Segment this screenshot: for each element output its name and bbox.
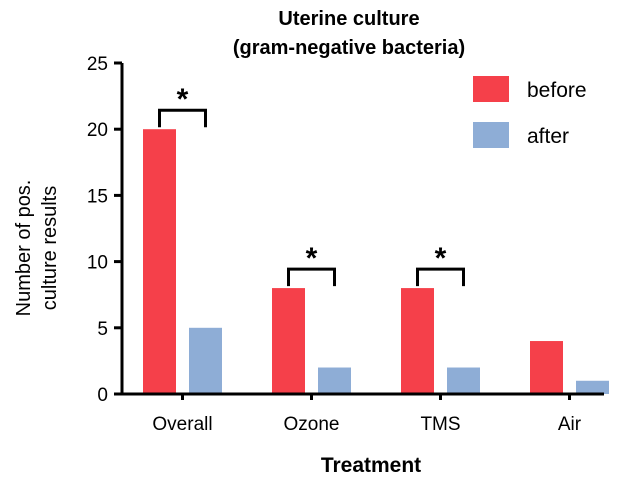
significance-bracket-ozone — [287, 267, 336, 287]
significance-bracket-tms — [416, 267, 465, 287]
significance-marker-ozone: * — [306, 242, 318, 275]
bar-before-air — [530, 341, 563, 394]
significance-marker-overall: * — [177, 83, 189, 116]
y-axis-title-line-2: culture results — [39, 186, 61, 311]
y-axis-title-line-1: Number of pos. — [13, 180, 35, 317]
x-tick-label-overall: Overall — [152, 414, 212, 435]
bar-after-overall — [189, 327, 222, 394]
bar-before-ozone — [272, 288, 305, 394]
x-tick-label-ozone: Ozone — [284, 414, 340, 435]
y-tick-label: 10 — [87, 253, 108, 274]
legend-swatch-before — [473, 76, 509, 102]
y-tick-label: 5 — [97, 319, 108, 340]
chart-title-line-1: Uterine culture — [278, 8, 419, 30]
y-tick-label: 20 — [87, 120, 108, 141]
legend: before after — [473, 76, 587, 148]
bar-after-air — [576, 380, 609, 394]
significance-bracket-overall — [158, 108, 207, 128]
chart-title-line-2: (gram-negative bacteria) — [233, 37, 465, 59]
legend-label-before: before — [527, 79, 587, 102]
legend-label-after: after — [527, 125, 569, 148]
y-tick-label: 25 — [87, 54, 108, 75]
bar-before-tms — [401, 288, 434, 394]
x-tick-label-air: Air — [558, 414, 582, 435]
y-tick-label: 0 — [97, 385, 108, 406]
y-axis-title: Number of pos. culture results — [13, 180, 61, 317]
y-tick-label: 15 — [87, 186, 108, 207]
bar-before-overall — [143, 129, 176, 394]
legend-swatch-after — [473, 122, 509, 148]
bar-after-tms — [447, 367, 480, 394]
significance-marker-tms: * — [435, 242, 447, 275]
plot-area: Overall * Ozone * TMS * Air 0 5 10 15 20 25 — [87, 54, 609, 435]
x-axis-title: Treatment — [321, 454, 421, 477]
bar-after-ozone — [318, 367, 351, 394]
x-tick-label-tms: TMS — [420, 414, 460, 435]
